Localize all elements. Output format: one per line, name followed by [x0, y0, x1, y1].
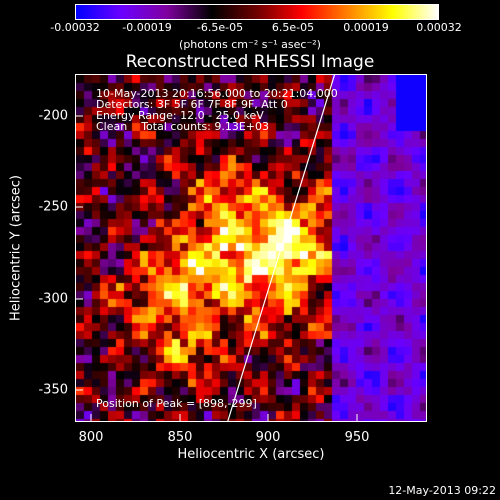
timestamp: 12-May-2013 09:22 [388, 484, 496, 497]
colorbar-tick: -0.00019 [122, 21, 172, 34]
y-tick-label: -350 [38, 382, 68, 398]
legend-counts: Clean Total counts: 9.13E+03 [96, 120, 270, 133]
colorbar [75, 4, 439, 20]
image-title: Reconstructed RHESSI Image [125, 52, 375, 72]
x-axis-label: Heliocentric X (arcsec) [177, 447, 325, 462]
x-tick-label: 800 [78, 430, 104, 445]
legend-energy: Energy Range: 12.0 - 25.0 keV [96, 109, 264, 122]
y-tick-label: -250 [38, 199, 68, 215]
legend-detectors: Detectors: 3F 5F 6F 7F 8F 9F, Att 0 [96, 98, 288, 111]
colorbar-tick: 0.00032 [416, 21, 462, 34]
colorbar-tick: 0.00019 [343, 21, 389, 34]
legend-time: 10-May-2013 20:16:56.000 to 20:21:04.000 [96, 87, 338, 100]
x-tick-label: 850 [167, 430, 193, 445]
y-axis-label: Heliocentric Y (arcsec) [8, 175, 24, 321]
peak-position: Position of Peak = [898,-299] [96, 397, 257, 410]
y-tick-label: -300 [38, 291, 68, 307]
colorbar-tick: 6.5e-05 [271, 21, 315, 34]
x-tick-label: 950 [344, 430, 370, 445]
limb-line [227, 75, 336, 421]
x-tick-label: 900 [255, 430, 281, 445]
heatmap-image [76, 75, 426, 421]
colorbar-units: (photons cm⁻² s⁻¹ asec⁻²) [179, 38, 321, 51]
image-plot: 10-May-2013 20:16:56.000 to 20:21:04.000… [75, 74, 427, 422]
colorbar-tick: -0.00032 [50, 21, 100, 34]
colorbar-tick: -6.5e-05 [196, 21, 244, 34]
y-tick-label: -200 [38, 108, 68, 124]
